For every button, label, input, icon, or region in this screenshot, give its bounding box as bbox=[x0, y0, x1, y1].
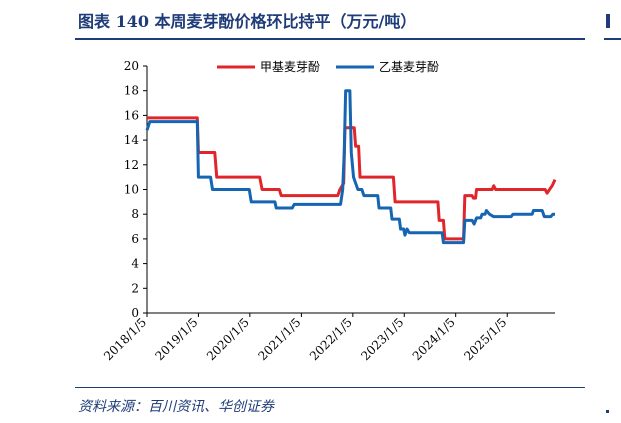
x-tick-label: 2021/1/5 bbox=[256, 315, 304, 363]
legend-label-ethyl-maltol: 乙基麦芽酚 bbox=[379, 60, 439, 74]
y-tick-label: 6 bbox=[131, 232, 139, 246]
adjacent-figure-fragment bbox=[606, 14, 610, 28]
x-tick-label: 2024/1/5 bbox=[410, 315, 458, 363]
y-tick-label: 4 bbox=[131, 257, 139, 271]
y-tick-label: 18 bbox=[124, 84, 139, 98]
series-line-ethyl-maltol bbox=[145, 89, 555, 245]
price-line-chart: 0 2 4 6 8 10 12 14 16 18 20 2018/1/5 2019/1/5 2020/1/… bbox=[101, 59, 557, 363]
bottom-divider bbox=[75, 387, 585, 388]
y-tick-label: 16 bbox=[124, 108, 139, 122]
y-tick-label: 0 bbox=[131, 306, 139, 320]
adjacent-figure-rule bbox=[604, 38, 621, 40]
x-tick-label: 2022/1/5 bbox=[307, 315, 355, 363]
legend-label-methyl-maltol: 甲基麦芽酚 bbox=[260, 60, 320, 74]
figure-title: 图表 140 本周麦芽酚价格环比持平（万元/吨） bbox=[78, 12, 417, 31]
y-tick-label: 20 bbox=[124, 59, 139, 73]
source-note: 资料来源：百川资讯、华创证券 bbox=[78, 399, 274, 415]
series-line-methyl-maltol bbox=[147, 116, 557, 241]
y-tick-label: 2 bbox=[131, 281, 139, 295]
adjacent-figure-dot bbox=[606, 410, 609, 413]
x-tick-label: 2023/1/5 bbox=[358, 315, 406, 363]
y-tick-label: 14 bbox=[124, 133, 140, 147]
x-tick-label: 2019/1/5 bbox=[153, 315, 201, 363]
title-divider bbox=[75, 38, 585, 40]
y-tick-label: 8 bbox=[131, 207, 139, 221]
x-tick-label: 2025/1/5 bbox=[461, 315, 509, 363]
x-tick-label: 2020/1/5 bbox=[204, 315, 252, 363]
x-tick-label: 2018/1/5 bbox=[101, 315, 149, 363]
y-tick-label: 12 bbox=[124, 158, 139, 172]
y-tick-label: 10 bbox=[124, 183, 139, 197]
